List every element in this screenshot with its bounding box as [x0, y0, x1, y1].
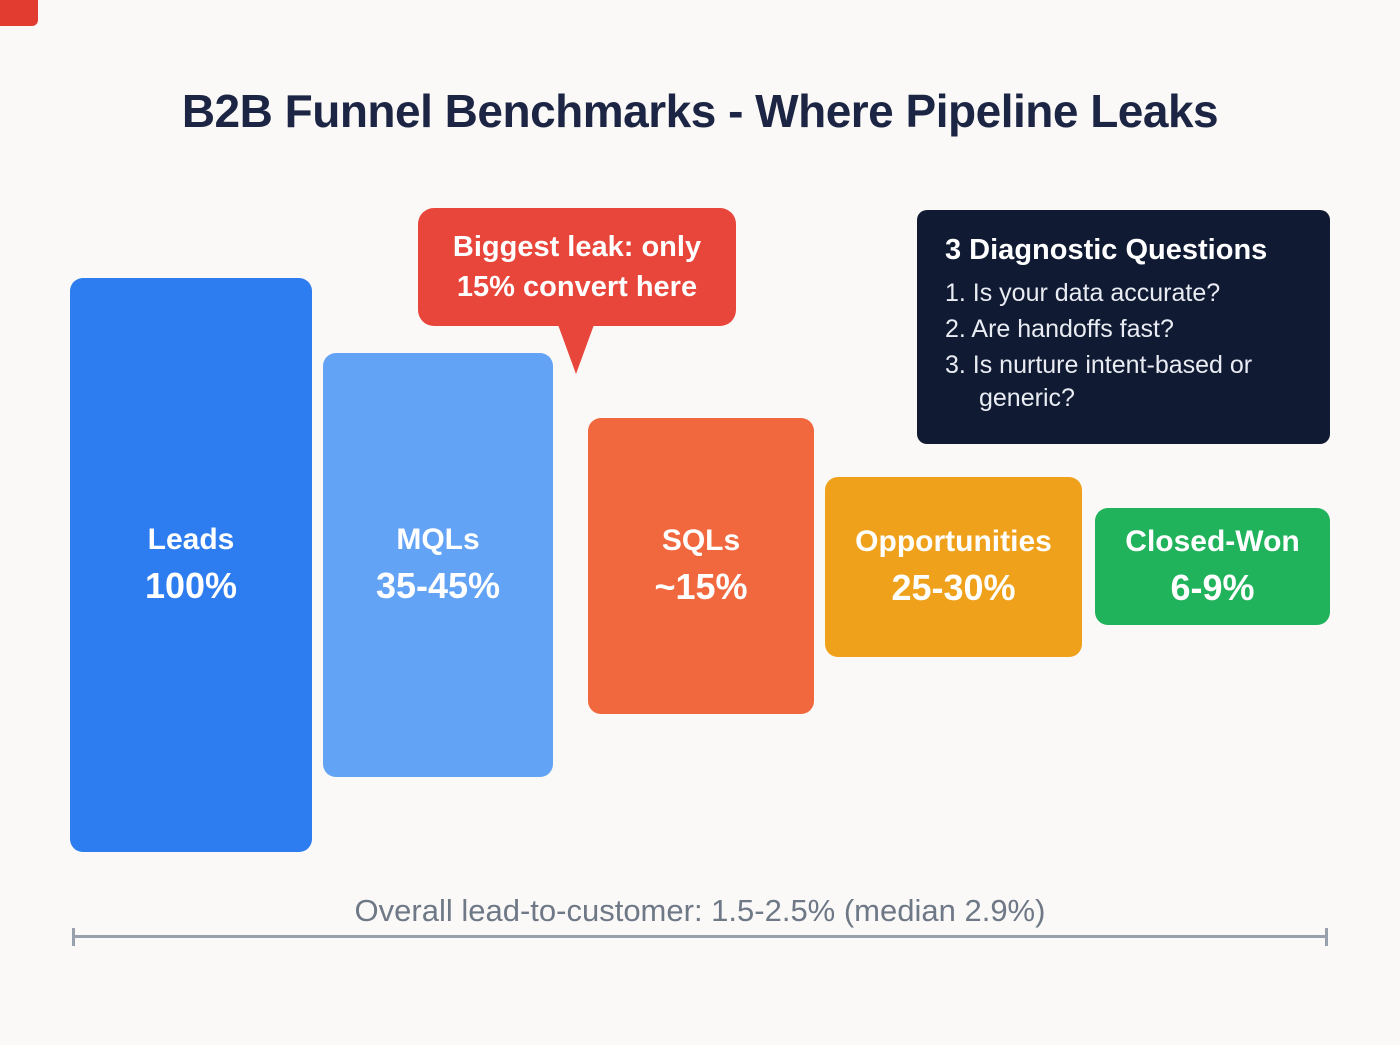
- diagnostic-question-1: 1. Is your data accurate?: [945, 279, 1221, 307]
- funnel-bar-leads: Leads 100%: [70, 278, 312, 852]
- leak-callout-tail: [557, 322, 595, 374]
- diagnostic-questions-title: 3 Diagnostic Questions: [945, 234, 1268, 266]
- stage-value: 100%: [144, 565, 238, 606]
- stage-name: MQLs: [396, 523, 480, 556]
- diagnostic-questions-box: 3 Diagnostic Questions 1. Is your data a…: [917, 210, 1330, 444]
- diagnostic-question-2: 2. Are handoffs fast?: [945, 314, 1174, 343]
- range-bracket: [72, 928, 1328, 946]
- leak-callout: Biggest leak: only 15% convert here: [418, 208, 736, 374]
- funnel-bar-mqls: MQLs 35-45%: [323, 353, 553, 777]
- stage-value: 25-30%: [891, 567, 1016, 608]
- page-title: B2B Funnel Benchmarks - Where Pipeline L…: [181, 85, 1219, 137]
- leak-callout-text: Biggest leak: only 15% convert here: [452, 230, 702, 303]
- stage-value: 6-9%: [1170, 566, 1255, 608]
- overall-conversion-note: Overall lead-to-customer: 1.5-2.5% (medi…: [354, 893, 1046, 928]
- diagnostic-question-3: 3. Is nurture intent-based or generic?: [945, 350, 1253, 413]
- funnel-bar-closed-won: Closed-Won 6-9%: [1095, 508, 1330, 625]
- stage-value: 35-45%: [375, 565, 501, 606]
- funnel-bar-sqls: SQLs ~15%: [588, 418, 814, 714]
- stage-name: SQLs: [661, 524, 741, 557]
- stage-name: Leads: [147, 523, 235, 556]
- stage-name: Opportunities: [855, 525, 1052, 558]
- stage-value: ~15%: [654, 566, 748, 607]
- stage-name: Closed-Won: [1125, 524, 1300, 558]
- funnel-bar-opportunities: Opportunities 25-30%: [825, 477, 1082, 657]
- corner-mark: [0, 0, 38, 26]
